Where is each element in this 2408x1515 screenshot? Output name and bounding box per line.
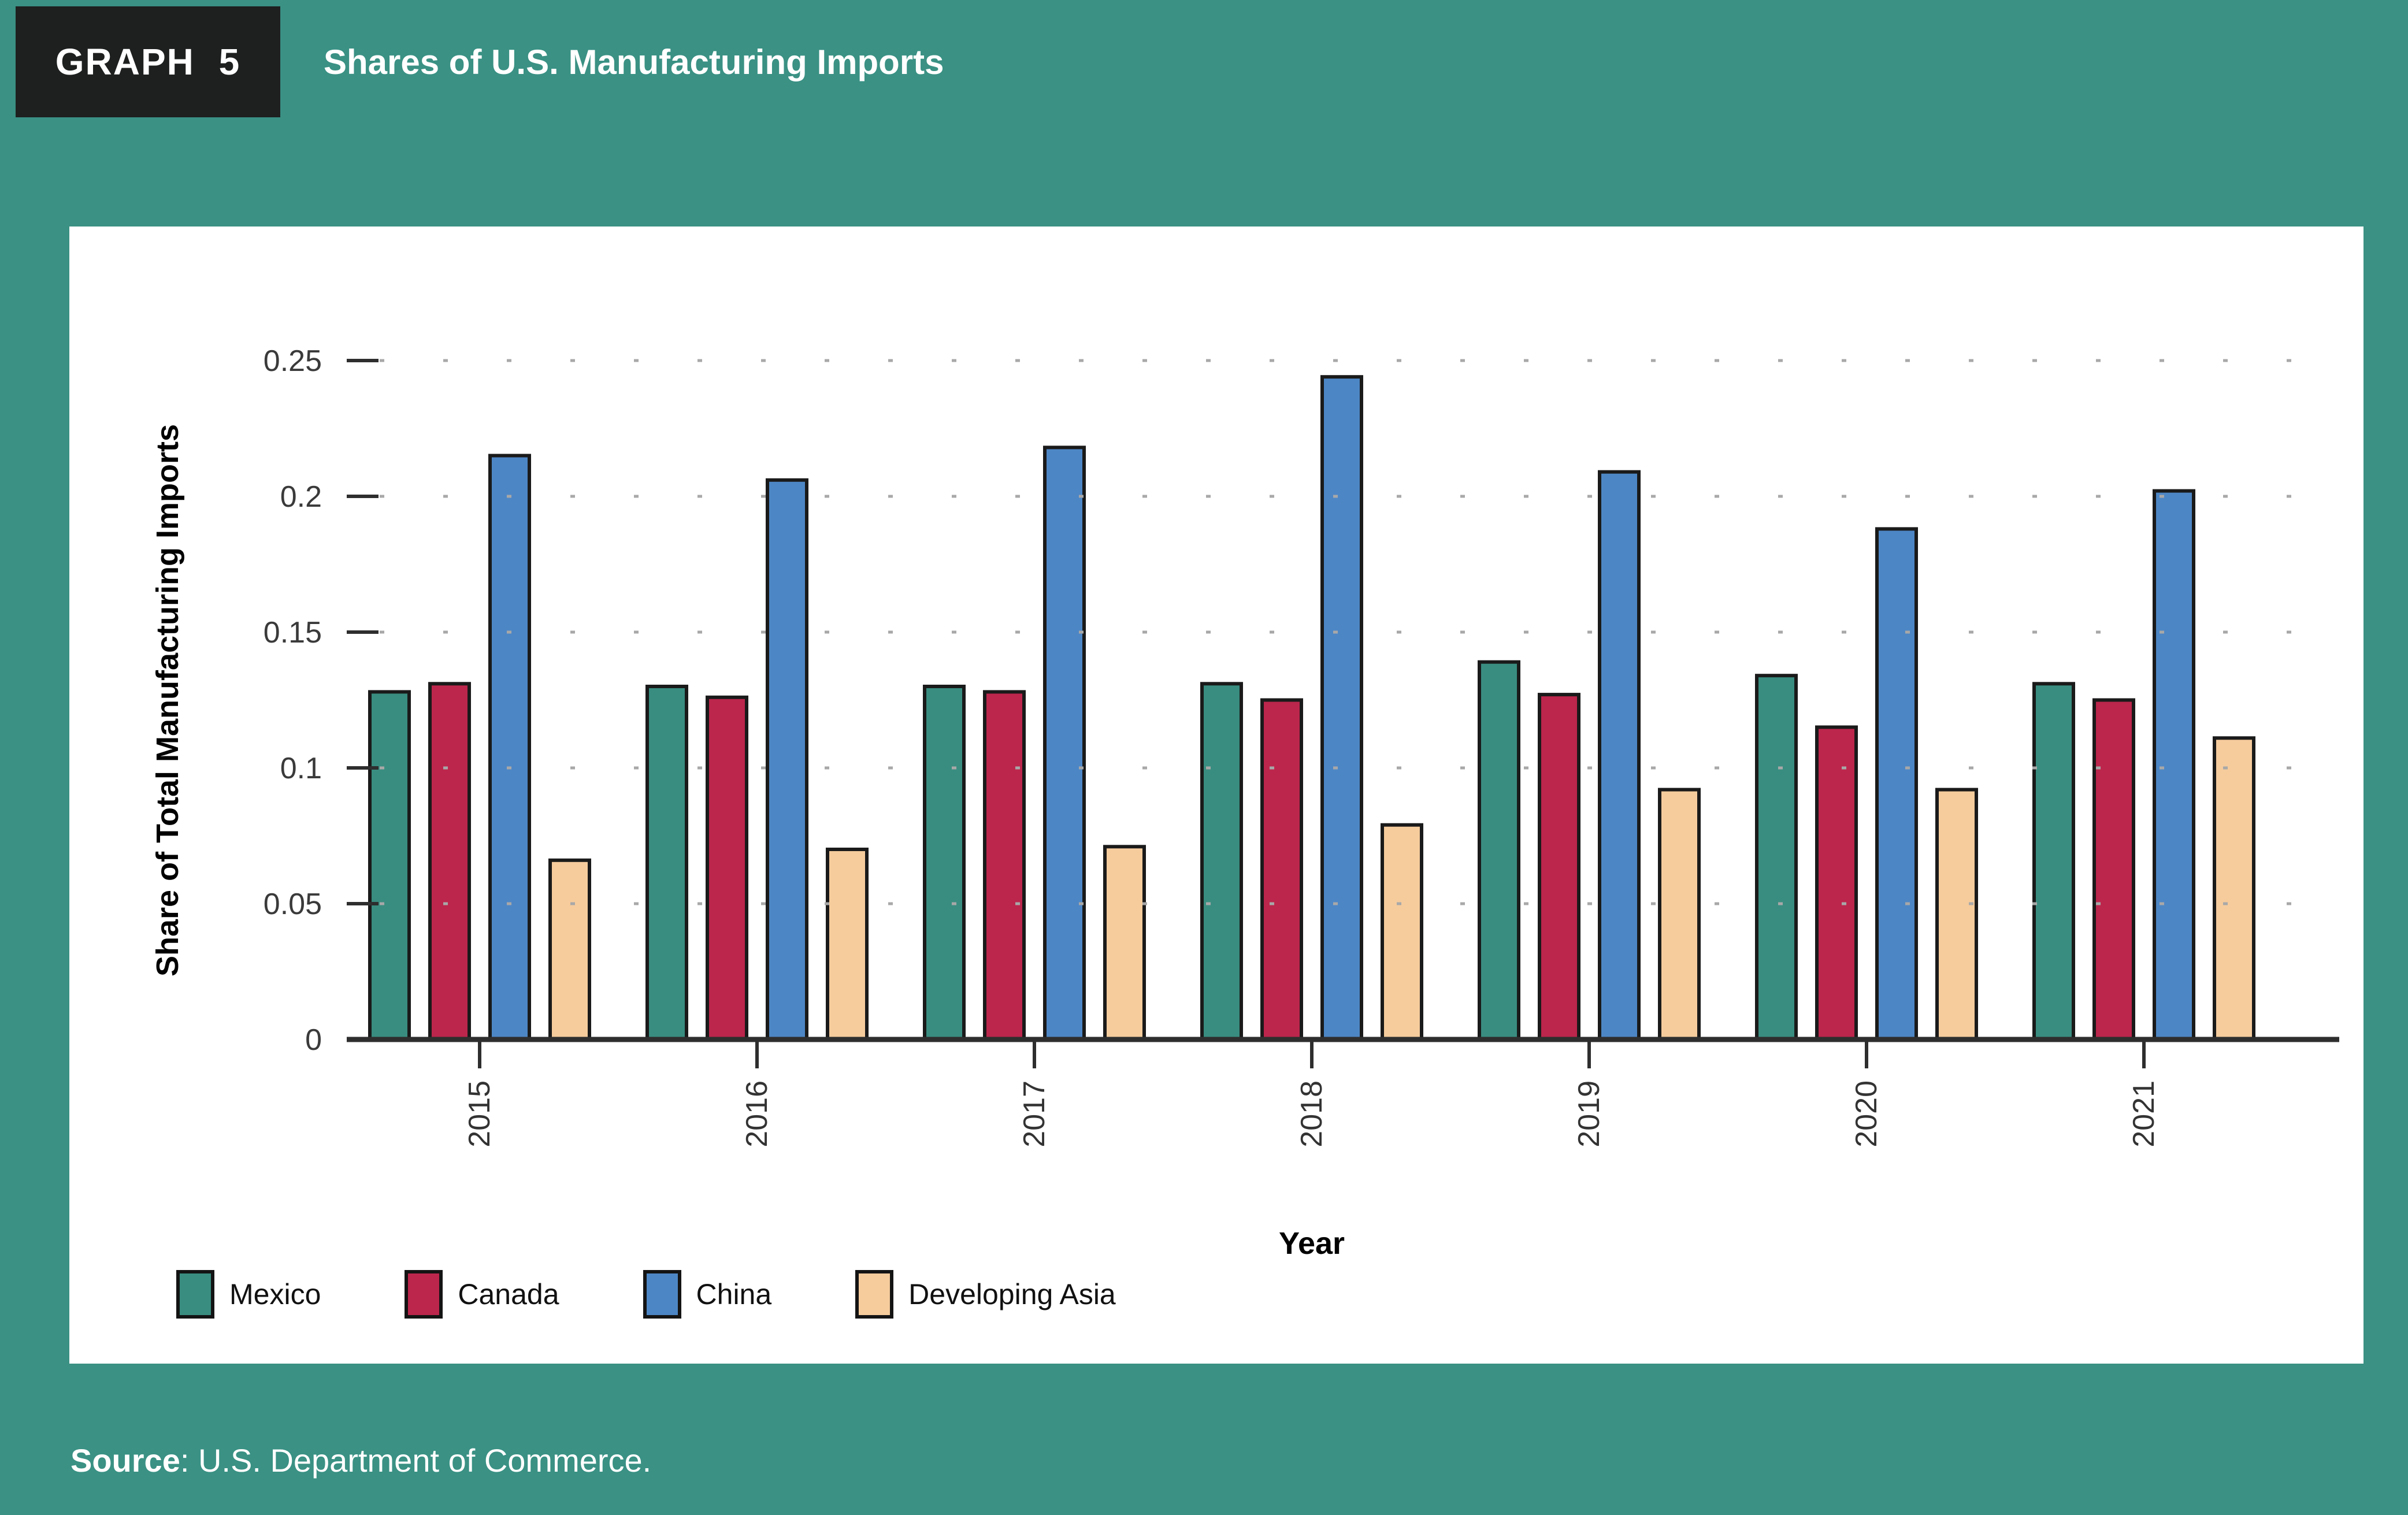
- x-tick-label-2017: 2017: [1018, 1080, 1051, 1148]
- legend: Mexico Canada China Developing Asia: [176, 1270, 1116, 1319]
- bar-mexico-2019: [1478, 660, 1520, 1041]
- legend-item-mexico: Mexico: [176, 1270, 321, 1319]
- bar-developing-asia-2019: [1658, 788, 1701, 1041]
- source-text: : U.S. Department of Commerce.: [180, 1442, 652, 1479]
- y-tick-label-0: 0: [305, 1023, 322, 1057]
- x-tick-label-2015: 2015: [463, 1080, 496, 1148]
- x-tick-label-2016: 2016: [740, 1080, 774, 1148]
- legend-item-developing-asia: Developing Asia: [855, 1270, 1116, 1319]
- y-tick-label-0.15: 0.15: [264, 616, 322, 649]
- bar-developing-asia-2020: [1935, 788, 1978, 1041]
- y-tick-label-0.05: 0.05: [264, 888, 322, 921]
- legend-label: China: [696, 1278, 772, 1310]
- bar-china-2021: [2153, 489, 2195, 1042]
- source-label: Source: [71, 1442, 180, 1479]
- legend-swatch-mexico: [176, 1270, 214, 1319]
- bars-layer: [368, 375, 2255, 1042]
- bar-developing-asia-2021: [2213, 736, 2255, 1041]
- bar-mexico-2017: [923, 685, 966, 1041]
- legend-item-canada: Canada: [405, 1270, 559, 1319]
- graph-number-label: GRAPH 5: [55, 41, 241, 83]
- bar-canada-2021: [2092, 698, 2135, 1041]
- bar-canada-2020: [1815, 725, 1858, 1041]
- bar-china-2019: [1598, 470, 1641, 1041]
- bar-mexico-2018: [1200, 682, 1243, 1041]
- bar-developing-asia-2018: [1381, 823, 1423, 1041]
- x-tick-label-2018: 2018: [1295, 1080, 1329, 1148]
- bar-mexico-2021: [2032, 682, 2075, 1041]
- bar-canada-2016: [706, 695, 748, 1041]
- x-axis-title: Year: [1279, 1226, 1345, 1261]
- bar-mexico-2015: [368, 690, 411, 1041]
- chart-panel: 0 0.05 0.1 0.15 0.2 0.25 2015 2016 2017 2018 2019 2…: [69, 226, 2364, 1364]
- y-tick-label-0.25: 0.25: [264, 344, 322, 378]
- bar-china-2016: [766, 478, 808, 1041]
- bar-mexico-2020: [1755, 674, 1798, 1041]
- y-tick-label-0.2: 0.2: [280, 480, 322, 514]
- y-axis-title: Share of Total Manufacturing Imports: [150, 424, 185, 976]
- bar-canada-2018: [1260, 698, 1303, 1041]
- bar-china-2017: [1043, 445, 1086, 1041]
- legend-label: Mexico: [229, 1278, 321, 1310]
- legend-swatch-canada: [405, 1270, 443, 1319]
- bar-canada-2017: [983, 690, 1026, 1041]
- bar-canada-2015: [428, 682, 471, 1041]
- source-note: Source: U.S. Department of Commerce.: [71, 1442, 651, 1479]
- bar-chart-svg: 0 0.05 0.1 0.15 0.2 0.25 2015 2016 2017 2018 2019 2…: [150, 344, 2339, 1261]
- page-title-text: Shares of U.S. Manufacturing Imports: [324, 42, 944, 81]
- legend-swatch-china: [643, 1270, 681, 1319]
- bar-developing-asia-2016: [826, 848, 869, 1041]
- bar-developing-asia-2015: [548, 858, 591, 1042]
- bar-china-2018: [1320, 375, 1363, 1042]
- x-tick-label-2021: 2021: [2127, 1080, 2161, 1148]
- x-tick-label-2019: 2019: [1572, 1080, 1606, 1148]
- legend-label: Developing Asia: [908, 1278, 1116, 1310]
- bar-china-2015: [488, 454, 531, 1041]
- legend-item-china: China: [643, 1270, 772, 1319]
- x-tick-label-2020: 2020: [1850, 1080, 1883, 1148]
- legend-label: Canada: [458, 1278, 559, 1310]
- bar-canada-2019: [1538, 693, 1580, 1041]
- axis-layer: 0 0.05 0.1 0.15 0.2 0.25 2015 2016 2017 2018 2019 2…: [264, 344, 2339, 1148]
- bar-china-2020: [1875, 527, 1918, 1041]
- legend-swatch-developing-asia: [855, 1270, 894, 1319]
- bar-mexico-2016: [645, 685, 688, 1041]
- bar-developing-asia-2017: [1103, 845, 1146, 1042]
- graph-number-badge: GRAPH 5: [16, 6, 280, 117]
- y-tick-label-0.1: 0.1: [280, 752, 322, 785]
- page-title: Shares of U.S. Manufacturing Imports: [324, 6, 944, 117]
